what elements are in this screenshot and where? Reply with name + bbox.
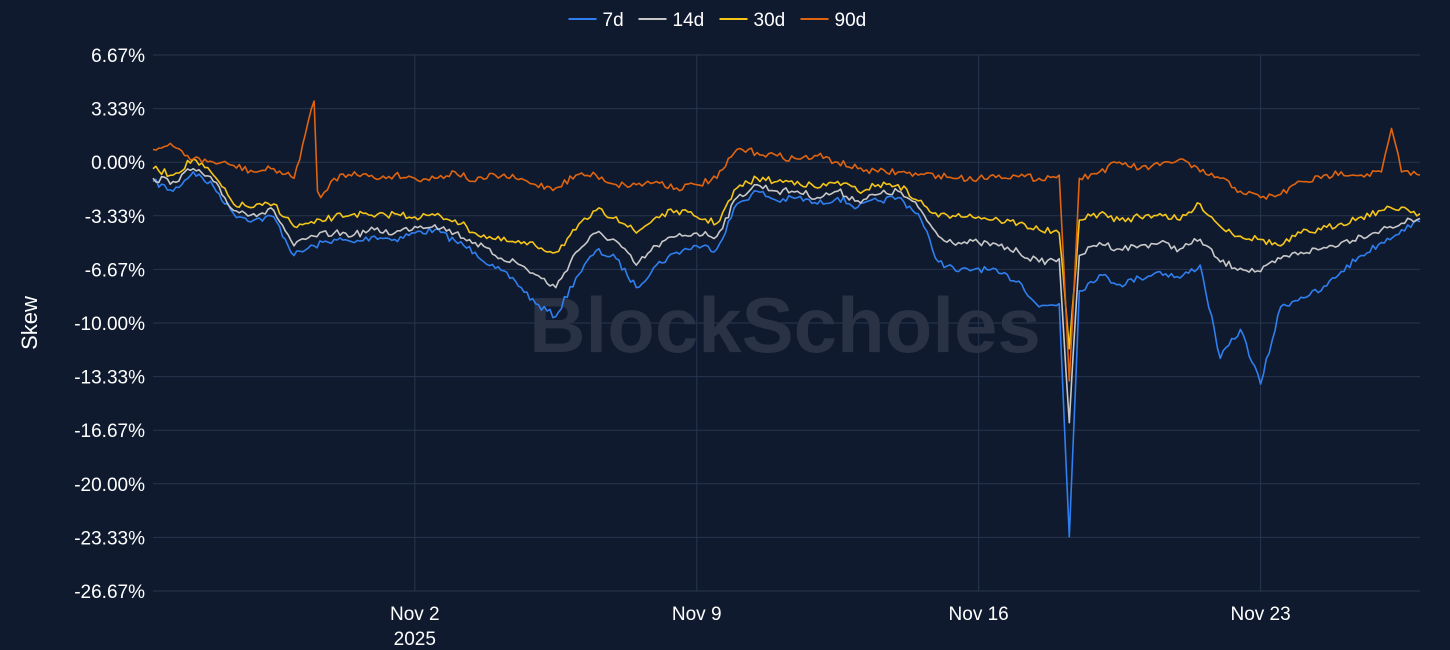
y-tick-label: -3.33%	[85, 207, 145, 228]
y-tick-label: 6.67%	[91, 46, 145, 67]
y-tick-label: -6.67%	[85, 260, 145, 281]
y-axis: 6.67% 3.33% 0.00% -3.33% -6.67% -10.00% -13.33…	[74, 46, 145, 603]
watermark-logo: BlockScholes	[529, 281, 1041, 369]
series-line-30d	[152, 158, 1421, 350]
y-tick-label: 3.33%	[91, 100, 145, 121]
legend-item-30d[interactable]: 30d	[719, 10, 786, 31]
y-tick-label: -26.67%	[74, 582, 145, 603]
x-axis: Nov 2 2025 Nov 9 Nov 16 Nov 23	[390, 604, 1291, 650]
x-tick-label: Nov 9	[672, 604, 722, 625]
y-tick-label: -16.67%	[74, 421, 145, 442]
x-tick-sublabel: 2025	[394, 629, 436, 650]
legend-item-14d[interactable]: 14d	[638, 10, 705, 31]
y-tick-label: 0.00%	[91, 153, 145, 174]
x-tick-label: Nov 23	[1230, 604, 1290, 625]
legend-item-7d[interactable]: 7d	[568, 10, 624, 31]
y-tick-label: -10.00%	[74, 314, 145, 335]
legend-label: 14d	[673, 10, 705, 31]
y-axis-title: Skew	[17, 296, 42, 350]
legend-item-90d[interactable]: 90d	[800, 10, 867, 31]
y-tick-label: -13.33%	[74, 368, 145, 389]
series-line-7d	[152, 171, 1421, 538]
x-tick-label: Nov 2	[390, 604, 440, 625]
legend-label: 30d	[754, 10, 786, 31]
series-lines	[152, 100, 1421, 538]
legend-label: 7d	[603, 10, 624, 31]
y-tick-label: -23.33%	[74, 528, 145, 549]
x-tick-label: Nov 16	[949, 604, 1009, 625]
series-line-90d	[152, 100, 1421, 382]
legend-label: 90d	[835, 10, 867, 31]
grid	[153, 54, 1420, 592]
series-line-14d	[152, 167, 1421, 424]
legend[interactable]: 7d 14d 30d 90d	[568, 10, 867, 31]
y-tick-label: -20.00%	[74, 475, 145, 496]
